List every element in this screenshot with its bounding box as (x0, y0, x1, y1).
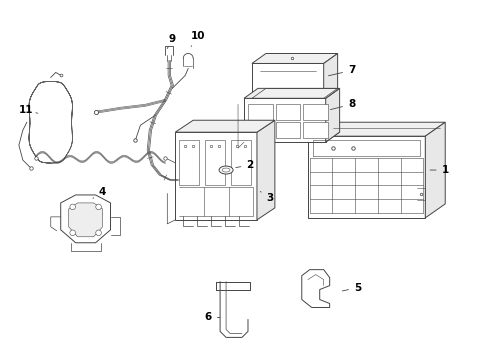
Polygon shape (323, 54, 337, 98)
Text: 7: 7 (328, 66, 355, 76)
Polygon shape (175, 120, 274, 132)
Ellipse shape (222, 168, 229, 172)
Text: 2: 2 (235, 160, 253, 170)
Polygon shape (256, 120, 274, 220)
Bar (303, 122, 327, 138)
Polygon shape (175, 132, 256, 220)
Bar (275, 104, 300, 120)
Polygon shape (244, 88, 339, 98)
Text: 4: 4 (93, 187, 106, 198)
Circle shape (70, 230, 75, 235)
Polygon shape (251, 54, 337, 63)
Bar (230, 140, 250, 185)
Polygon shape (307, 122, 444, 136)
Text: 10: 10 (190, 31, 205, 46)
Text: 5: 5 (342, 283, 361, 293)
Text: 9: 9 (167, 33, 176, 49)
Text: 3: 3 (260, 192, 273, 203)
Bar (179, 140, 199, 185)
Polygon shape (425, 122, 444, 218)
Text: 1: 1 (429, 165, 448, 175)
Text: 6: 6 (204, 312, 220, 323)
Polygon shape (61, 195, 110, 243)
Ellipse shape (219, 166, 233, 174)
Bar (247, 122, 272, 138)
Polygon shape (325, 88, 339, 142)
Bar (247, 104, 272, 120)
Bar (205, 140, 224, 185)
Circle shape (96, 204, 101, 210)
Polygon shape (251, 63, 323, 98)
Polygon shape (307, 136, 425, 218)
Polygon shape (244, 98, 325, 142)
Bar (303, 104, 327, 120)
Circle shape (70, 204, 75, 210)
Text: 11: 11 (19, 105, 38, 115)
Circle shape (96, 230, 101, 235)
Text: 8: 8 (330, 99, 354, 109)
Polygon shape (301, 270, 329, 307)
Bar (275, 122, 300, 138)
Polygon shape (68, 203, 102, 237)
